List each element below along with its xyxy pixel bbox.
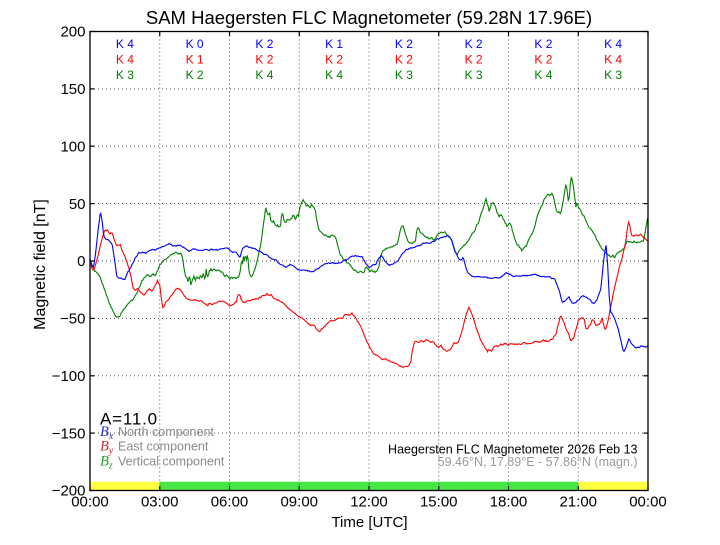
svg-text:Time [UTC]: Time [UTC] <box>331 514 407 531</box>
svg-text:K 3: K 3 <box>116 68 134 82</box>
svg-text:K 2: K 2 <box>395 37 413 51</box>
svg-text:K 2: K 2 <box>465 52 483 66</box>
svg-text:K 2: K 2 <box>534 52 552 66</box>
svg-text:09:00: 09:00 <box>280 494 318 511</box>
svg-text:K 2: K 2 <box>465 37 483 51</box>
svg-text:K 4: K 4 <box>604 52 622 66</box>
svg-text:K 2: K 2 <box>255 52 273 66</box>
svg-text:Haegersten FLC Magnetometer 20: Haegersten FLC Magnetometer 2026 Feb 13 <box>388 443 637 457</box>
svg-text:50: 50 <box>69 196 86 213</box>
svg-text:100: 100 <box>60 138 85 155</box>
svg-text:K 4: K 4 <box>255 68 273 82</box>
svg-text:North component: North component <box>118 425 214 439</box>
svg-text:K 4: K 4 <box>116 52 134 66</box>
svg-text:12:00: 12:00 <box>350 494 388 511</box>
svg-text:−150: −150 <box>52 425 86 442</box>
svg-text:15:00: 15:00 <box>420 494 458 511</box>
svg-text:03:00: 03:00 <box>141 494 179 511</box>
svg-text:K 2: K 2 <box>395 52 413 66</box>
svg-text:K 4: K 4 <box>604 37 622 51</box>
svg-text:200: 200 <box>60 24 85 41</box>
svg-text:00:00: 00:00 <box>71 494 109 511</box>
svg-text:K 2: K 2 <box>325 52 343 66</box>
svg-text:0: 0 <box>77 253 85 270</box>
svg-text:−50: −50 <box>60 311 85 328</box>
svg-text:59.46°N, 17.89°E - 57.86°N (ma: 59.46°N, 17.89°E - 57.86°N (magn.) <box>438 455 638 469</box>
svg-text:K 4: K 4 <box>116 37 134 51</box>
svg-text:18:00: 18:00 <box>490 494 528 511</box>
svg-text:K 0: K 0 <box>186 37 204 51</box>
svg-text:150: 150 <box>60 81 85 98</box>
svg-text:−100: −100 <box>52 368 86 385</box>
svg-text:SAM Haegersten FLC Magnetomete: SAM Haegersten FLC Magnetometer (59.28N … <box>146 7 592 28</box>
svg-text:Magnetic field [nT]: Magnetic field [nT] <box>32 199 49 330</box>
svg-text:K 2: K 2 <box>186 68 204 82</box>
svg-text:Vertical component: Vertical component <box>118 455 225 469</box>
svg-text:K 2: K 2 <box>255 37 273 51</box>
svg-text:A=11.0: A=11.0 <box>100 410 158 429</box>
svg-text:21:00: 21:00 <box>559 494 597 511</box>
svg-text:−200: −200 <box>52 483 86 500</box>
svg-text:K 2: K 2 <box>534 37 552 51</box>
svg-text:00:00: 00:00 <box>629 494 667 511</box>
svg-text:K 3: K 3 <box>465 68 483 82</box>
svg-text:K 3: K 3 <box>395 68 413 82</box>
svg-text:K 1: K 1 <box>186 52 204 66</box>
svg-text:K 4: K 4 <box>325 68 343 82</box>
svg-text:K 3: K 3 <box>604 68 622 82</box>
svg-text:K 4: K 4 <box>534 68 552 82</box>
svg-text:East component: East component <box>118 440 209 454</box>
svg-text:06:00: 06:00 <box>211 494 249 511</box>
svg-text:K 1: K 1 <box>325 37 343 51</box>
